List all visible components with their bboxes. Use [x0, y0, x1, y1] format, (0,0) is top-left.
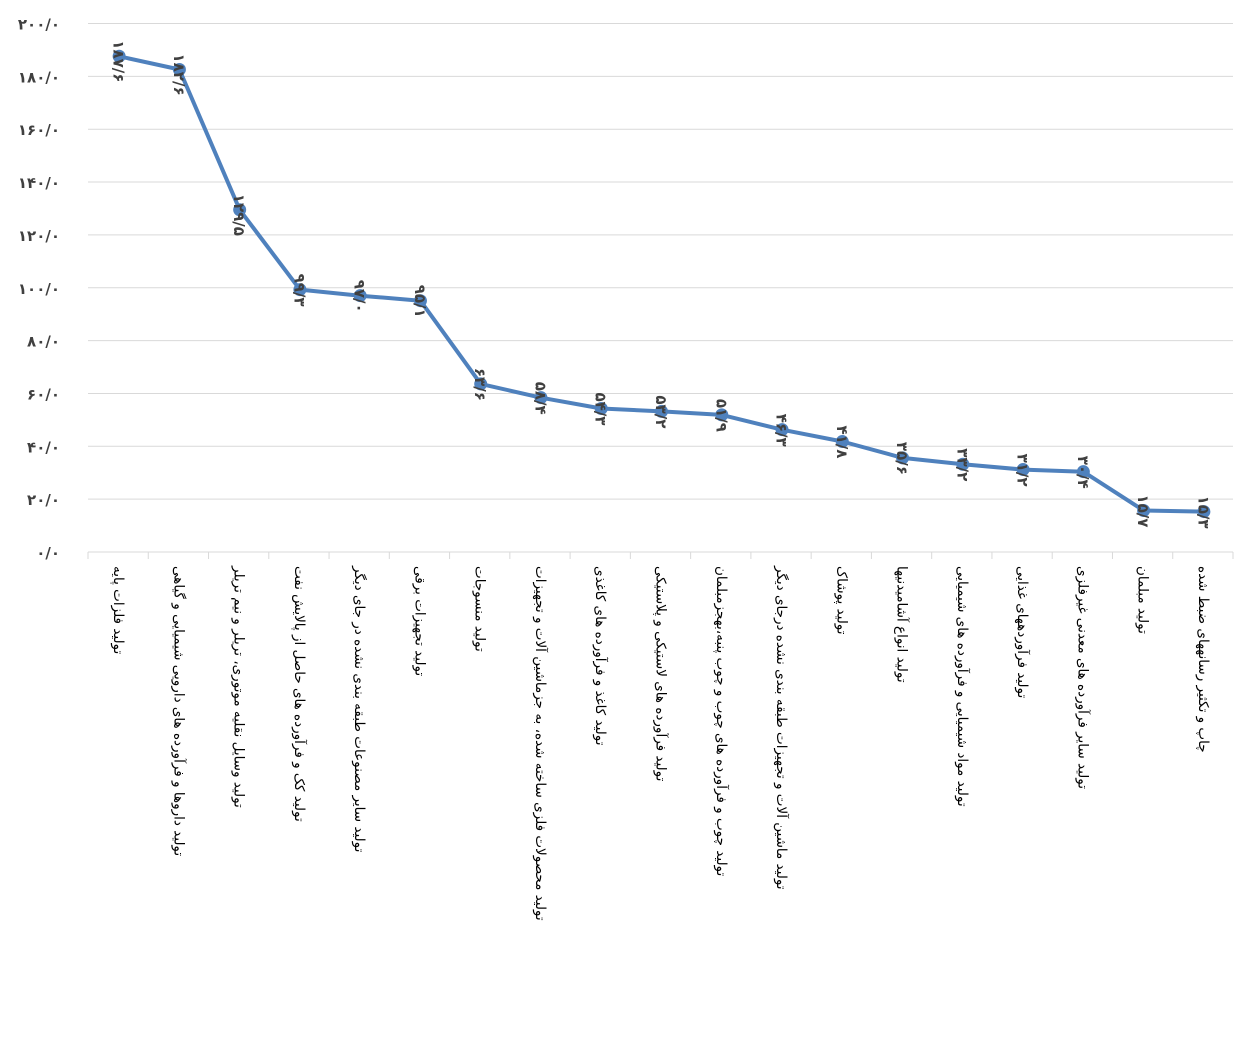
data-point [1016, 463, 1030, 477]
category-label: تولید منسوجات [472, 566, 488, 652]
data-point [112, 49, 126, 63]
y-tick-label: ۶۰/۰ [27, 385, 60, 403]
data-point [172, 62, 186, 76]
data-label: ۵۱/۹ [712, 399, 730, 432]
data-point [896, 451, 910, 465]
data-point [775, 423, 789, 437]
gridlines [88, 23, 1233, 500]
y-tick-label: ۱۰۰/۰ [18, 280, 60, 298]
data-label: ۱۲۹/۵ [230, 194, 248, 236]
data-point [1197, 505, 1211, 519]
data-point [293, 283, 307, 297]
category-label: تولید وسایل نقلیه موتوری، تریلر و نیم تر… [231, 565, 247, 808]
data-point [835, 435, 849, 449]
data-point [1137, 504, 1151, 518]
y-tick-label: ۱۲۰/۰ [18, 227, 60, 245]
category-label: تولید سایر مصنوعات طبقه بندی نشده در جای… [351, 565, 368, 853]
y-tick-label: ۰/۰ [36, 544, 60, 562]
category-label: تولید مواد شیمیایی و فرآورده های شیمیایی [954, 566, 971, 807]
y-tick-label: ۲۰۰/۰ [18, 16, 60, 34]
category-label: تولید فرآورده های لاستیکی و پلاستیکی [653, 566, 670, 782]
data-label: ۱۸۷/۶ [110, 40, 128, 82]
data-label: ۹۷/۰ [351, 280, 369, 313]
y-tick-label: ۱۶۰/۰ [18, 121, 60, 139]
category-label: تولید فلزات پایه [110, 566, 126, 655]
category-label: تولید کاغذ و فرآورده های کاغذی [592, 566, 609, 746]
category-label: تولید فرآوردههای غذایی [1014, 566, 1031, 698]
data-label: ۱۵/۳ [1194, 496, 1212, 529]
category-label: تولید تجهیزات برقی [411, 566, 427, 676]
data-point [655, 404, 668, 418]
data-point [594, 402, 608, 416]
data-point [353, 289, 367, 303]
category-label: تولید محصولات فلزی ساخته شده، به جزماشین… [532, 566, 549, 921]
data-label: ۹۹/۳ [290, 274, 308, 307]
data-point [534, 391, 548, 405]
category-label: تولید انواع آشامیدنیها [894, 566, 911, 683]
data-point [474, 377, 488, 391]
category-label: چاپ و تکثیر رسانههای ضبط شده [1195, 566, 1211, 753]
data-label: ۳۵/۶ [893, 442, 911, 475]
data-label: ۱۸۲/۶ [170, 54, 188, 96]
category-label: تولید ماشین آلات و تجهیزات طبقه بندی نشد… [773, 565, 790, 890]
y-axis-tick-labels: ۰/۰ ۲۰/۰ ۴۰/۰ ۶۰/۰ ۸۰/۰ ۱۰۰/۰ ۱۲۰/۰ ۱۴۰/۰ ۱۶۰/۰ ۱… [18, 16, 60, 563]
data-label: ۴۶/۳ [773, 414, 791, 447]
data-label: ۱۵/۷ [1134, 495, 1152, 528]
x-axis [87, 551, 1234, 559]
y-tick-label: ۲۰/۰ [27, 491, 60, 509]
y-tick-label: ۴۰/۰ [27, 438, 60, 456]
series-path [117, 54, 1206, 514]
category-label: تولید کک و فرآورده های حاصل از پالایش نف… [291, 566, 308, 822]
data-label: ۳۱/۲ [1014, 454, 1032, 487]
data-label: ۵۴/۳ [592, 393, 610, 426]
category-labels: تولید فلزات پایه تولید داروها و فرآورده ه… [110, 565, 1211, 921]
y-tick-label: ۱۴۰/۰ [18, 174, 60, 192]
category-label: تولید مبلمان [1135, 566, 1151, 634]
y-tick-label: ۱۸۰/۰ [18, 68, 60, 86]
data-label: ۶۳/۶ [471, 368, 489, 401]
data-label: ۳۰/۴ [1074, 456, 1092, 489]
data-label: ۳۳/۲ [953, 448, 971, 481]
data-labels: ۱۸۷/۶ ۱۸۲/۶ ۱۲۹/۵ ۹۹/۳ ۹۷/۰ ۹۵/۱ ۶۳/۶ ۵۸/۴ ۵۴/۳ ۵… [110, 40, 1213, 528]
data-label: ۵۳/۲ [652, 395, 670, 428]
data-point [233, 203, 247, 217]
data-point [715, 408, 729, 422]
series-line [112, 49, 1211, 519]
category-label: تولید سایر فرآورده های معدنی غیرفلزی [1074, 566, 1091, 789]
data-point [1076, 465, 1090, 479]
data-point [413, 294, 427, 308]
data-label: ۵۸/۴ [532, 382, 550, 415]
category-label: تولید داروها و فرآورده های دارویی شیمیای… [170, 566, 187, 856]
category-label: تولید چوب و فرآورده های چوب و چوب پنبه،ب… [713, 566, 730, 877]
data-label: ۴۱/۸ [833, 426, 851, 459]
y-tick-label: ۸۰/۰ [27, 333, 60, 351]
data-point [956, 457, 970, 471]
category-label: تولید پوشاک [833, 566, 849, 635]
data-label: ۹۵/۱ [411, 285, 429, 318]
